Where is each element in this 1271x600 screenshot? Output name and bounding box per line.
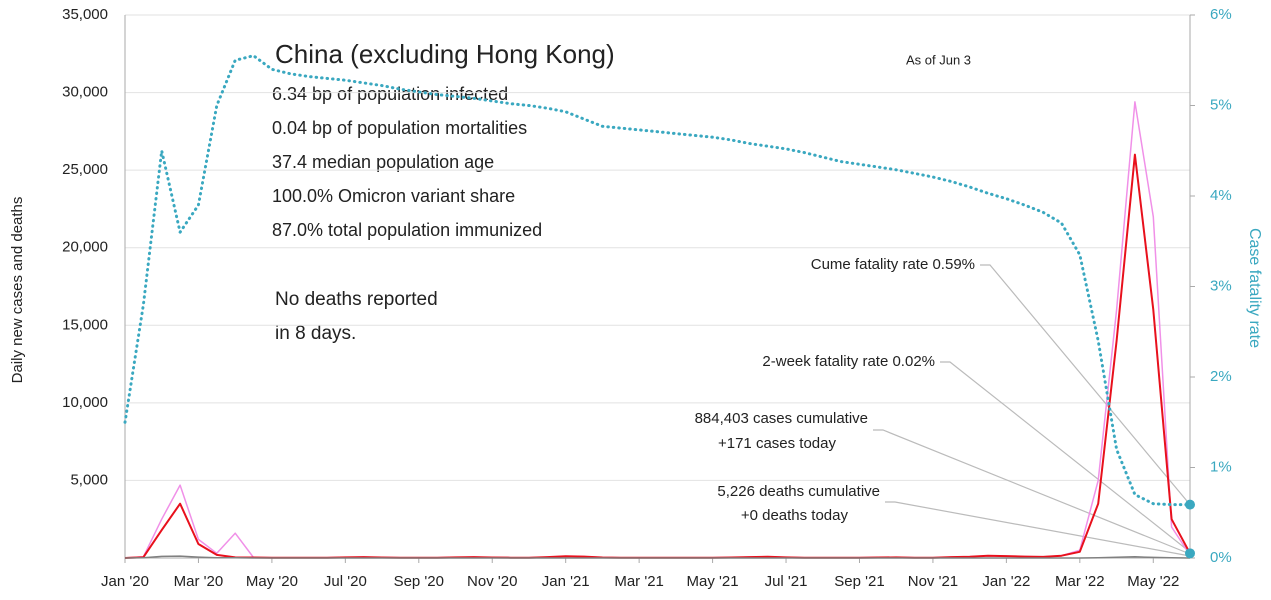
x-tick-label: Jan '21 [542, 573, 590, 590]
annotation: 884,403 cases cumulative [695, 410, 868, 427]
y2-tick-label: 1% [1210, 458, 1232, 475]
series-line [124, 153, 1191, 559]
connector [885, 501, 1191, 557]
x-tick-label: Mar '20 [174, 573, 224, 590]
y2-tick-label: 3% [1210, 277, 1232, 294]
x-tick-label: May '22 [1127, 573, 1179, 590]
y2-tick-label: 0% [1210, 549, 1232, 566]
connector [980, 264, 1191, 505]
end-dot [1185, 499, 1195, 510]
as-of: As of Jun 3 [906, 52, 971, 67]
annotation: +171 cases today [718, 435, 837, 452]
y2-tick-label: 4% [1210, 187, 1232, 204]
stat-line: 0.04 bp of population mortalities [272, 118, 527, 138]
stat-line: 87.0% total population immunized [272, 220, 542, 240]
x-tick-label: Mar '21 [614, 573, 664, 590]
stat-line: 37.4 median population age [272, 152, 494, 172]
x-tick-label: Jul '20 [324, 573, 367, 590]
note: No deaths reported [275, 289, 438, 310]
x-tick-label: Nov '21 [908, 573, 958, 590]
y2-tick-label: 5% [1210, 96, 1232, 113]
annotation: Cume fatality rate 0.59% [811, 256, 975, 273]
y2-axis-label: Case fatality rate [1246, 228, 1263, 348]
y-tick-label: 5,000 [70, 471, 108, 488]
end-dot [1185, 548, 1195, 559]
annotation: 2-week fatality rate 0.02% [762, 353, 935, 370]
x-tick-label: Mar '22 [1055, 573, 1105, 590]
chart-title: China (excluding Hong Kong) [275, 39, 615, 69]
connector [873, 429, 1191, 555]
x-tick-label: Jan '22 [982, 573, 1030, 590]
connector [940, 361, 1191, 553]
x-tick-label: Jul '21 [765, 573, 808, 590]
stat-line: 6.34 bp of population infected [272, 84, 508, 104]
series-line [123, 54, 1192, 507]
x-tick-label: May '20 [246, 573, 298, 590]
y-axis-label: Daily new cases and deaths [9, 197, 26, 384]
stat-line: 100.0% Omicron variant share [272, 186, 515, 206]
x-tick-label: May '21 [687, 573, 739, 590]
x-tick-label: Sep '20 [394, 573, 444, 590]
y-tick-label: 25,000 [62, 161, 108, 178]
y-tick-label: 10,000 [62, 394, 108, 411]
annotation: +0 deaths today [741, 507, 849, 524]
y2-tick-label: 2% [1210, 368, 1232, 385]
y2-tick-label: 6% [1210, 6, 1232, 23]
x-tick-label: Sep '21 [834, 573, 884, 590]
y-tick-label: 15,000 [62, 316, 108, 333]
annotation: 5,226 deaths cumulative [717, 483, 880, 500]
series-line [124, 555, 1191, 559]
x-tick-label: Nov '20 [467, 573, 517, 590]
y-tick-label: 30,000 [62, 84, 108, 101]
note: in 8 days. [275, 323, 356, 344]
x-tick-label: Jan '20 [101, 573, 149, 590]
y-tick-label: 20,000 [62, 239, 108, 256]
y-tick-label: 35,000 [62, 6, 108, 23]
